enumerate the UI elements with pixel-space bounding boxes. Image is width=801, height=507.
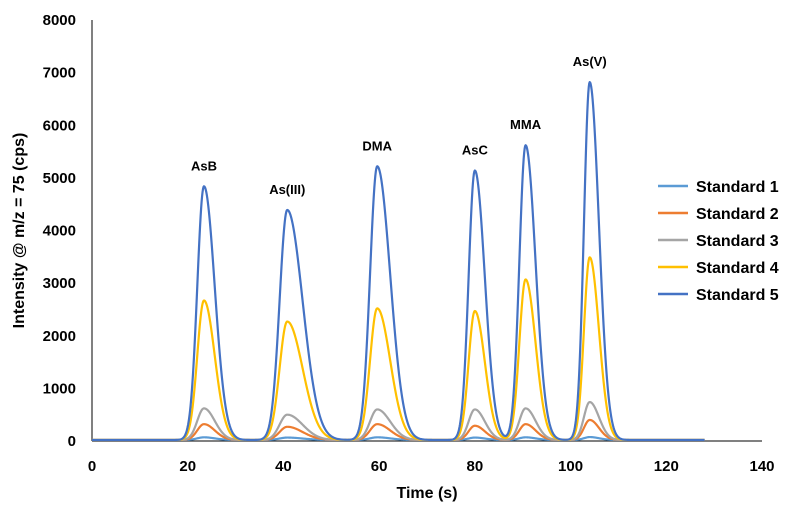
x-tick-label: 140 (749, 458, 774, 475)
x-tick-label: 120 (654, 458, 679, 475)
legend-label: Standard 5 (696, 287, 779, 304)
series-line-standard-2 (91, 418, 706, 442)
x-tick-label: 100 (558, 458, 583, 475)
y-tick-label: 4000 (43, 223, 76, 240)
legend-label: Standard 1 (696, 179, 779, 196)
y-axis-title: Intensity @ m/z = 75 (cps) (11, 133, 28, 329)
y-tick-label: 0 (68, 433, 76, 450)
y-tick-label: 3000 (43, 275, 76, 292)
series-lines (91, 81, 706, 442)
peak-label: DMA (362, 138, 392, 153)
x-tick-label: 40 (275, 458, 292, 475)
y-tick-label: 7000 (43, 65, 76, 82)
legend-label: Standard 3 (696, 233, 779, 250)
peak-label: AsC (462, 143, 489, 158)
y-tick-label: 1000 (43, 380, 76, 397)
peak-label: As(V) (573, 54, 607, 69)
x-tick-label: 0 (88, 458, 96, 475)
x-tick-label: 20 (179, 458, 196, 475)
series-line-standard-4 (91, 256, 706, 442)
peak-label: As(III) (269, 182, 305, 197)
peak-label: MMA (510, 117, 542, 132)
y-tick-label: 5000 (43, 170, 76, 187)
x-tick-label: 80 (467, 458, 484, 475)
y-tick-label: 6000 (43, 117, 76, 134)
series-line-standard-5 (91, 81, 706, 442)
series-line-standard-1 (91, 435, 706, 442)
legend-label: Standard 2 (696, 206, 779, 223)
x-tick-label: 60 (371, 458, 388, 475)
legend: Standard 1 Standard 2 Standard 3 Standard 4… (658, 179, 779, 304)
peak-labels: AsB As(III) DMA AsC MMA As(V) (191, 54, 607, 197)
peak-label: AsB (191, 158, 217, 173)
legend-label: Standard 4 (696, 260, 779, 277)
series-line-standard-3 (91, 400, 706, 442)
y-tick-label: 8000 (43, 12, 76, 29)
axes: 0 1000 2000 3000 4000 5000 6000 7000 8000 0 20 40 60… (43, 12, 775, 475)
y-tick-label: 2000 (43, 328, 76, 345)
x-axis-title: Time (s) (396, 485, 457, 502)
